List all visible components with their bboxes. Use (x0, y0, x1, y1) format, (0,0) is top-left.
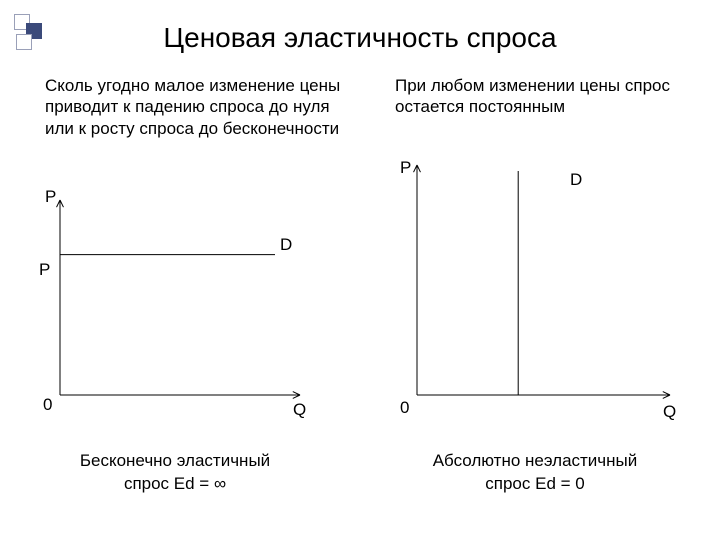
left-caption-line1: Бесконечно эластичный (45, 450, 305, 473)
page-title: Ценовая эластичность спроса (0, 22, 720, 54)
right-chart-svg (395, 160, 675, 415)
right-d-label: D (570, 170, 582, 190)
left-caption: Бесконечно эластичный спрос Еd = ∞ (45, 450, 305, 496)
right-caption: Абсолютно неэластичный спрос Еd = 0 (395, 450, 675, 496)
left-chart: P P D 0 Q (45, 195, 305, 415)
left-description: Сколь угодно малое изменение цены привод… (45, 75, 345, 139)
right-q-axis-label: Q (663, 402, 676, 422)
right-chart: P D 0 Q (395, 160, 675, 415)
left-q-axis-label: Q (293, 400, 306, 420)
right-origin-label: 0 (400, 398, 409, 418)
right-description: При любом изменении цены спрос остается … (395, 75, 695, 118)
right-caption-line2: спрос Еd = 0 (395, 473, 675, 496)
left-origin-label: 0 (43, 395, 52, 415)
left-caption-line2: спрос Еd = ∞ (45, 473, 305, 496)
right-p-axis-label: P (400, 158, 411, 178)
left-chart-svg (45, 195, 305, 415)
left-p-level-label: P (39, 260, 50, 280)
left-d-label: D (280, 235, 292, 255)
left-p-axis-label: P (45, 187, 56, 207)
right-caption-line1: Абсолютно неэластичный (395, 450, 675, 473)
